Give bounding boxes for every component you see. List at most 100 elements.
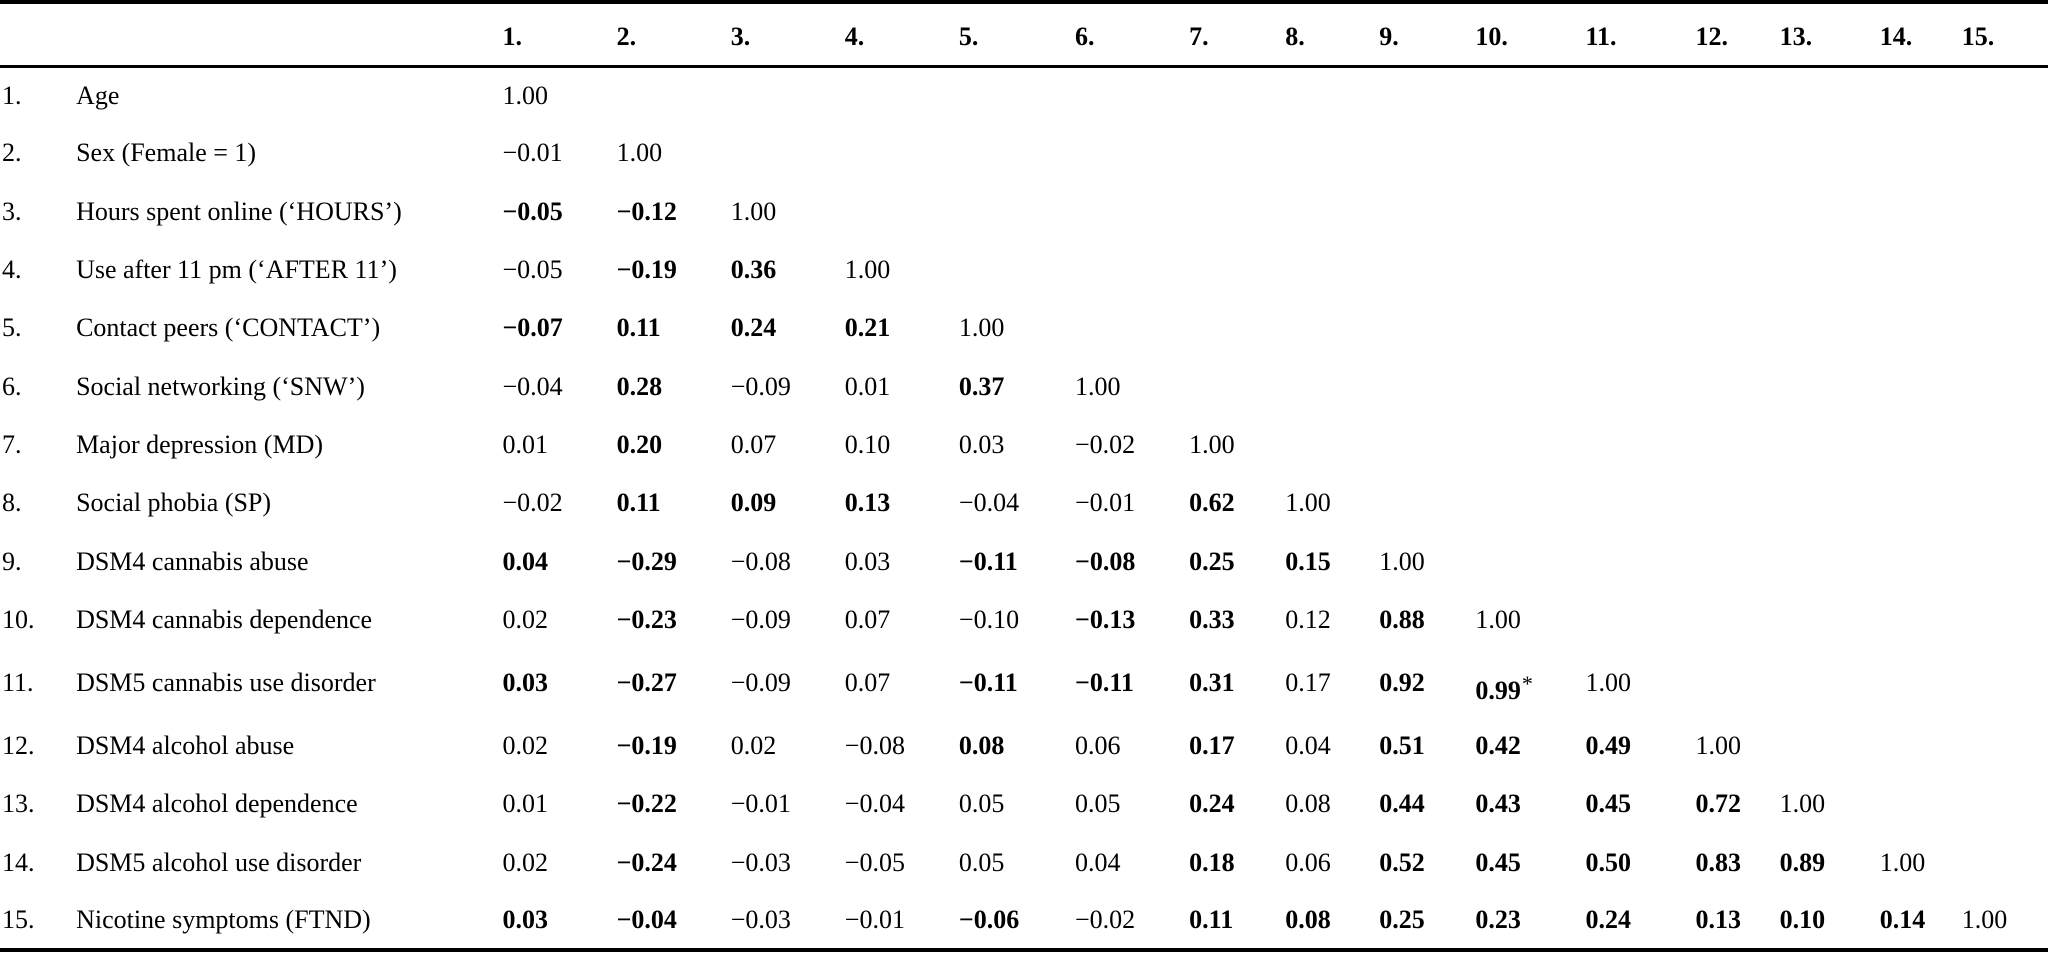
empty-cell <box>1696 416 1780 474</box>
correlation-value: −0.08 <box>730 546 791 576</box>
empty-cell <box>1780 299 1880 357</box>
correlation-cell: 0.25 <box>1189 532 1285 590</box>
correlation-cell: 1.00 <box>617 124 731 182</box>
empty-cell <box>1475 416 1585 474</box>
empty-cell <box>1585 357 1695 415</box>
correlation-cell: 0.08 <box>1285 775 1379 833</box>
row-number: 7. <box>2 429 22 459</box>
empty-cell <box>1880 299 1962 357</box>
table-row: 4. Use after 11 pm (‘AFTER 11’) −0.05 −0.19… <box>0 241 2048 299</box>
correlation-value: −0.03 <box>730 905 791 934</box>
correlation-value: 0.89 <box>1779 847 1826 877</box>
correlation-value: 0.92 <box>1379 667 1425 697</box>
correlation-cell: −0.09 <box>731 649 845 717</box>
correlation-cell: −0.04 <box>845 775 959 833</box>
empty-cell <box>959 66 1075 124</box>
empty-cell <box>1075 241 1189 299</box>
empty-cell <box>1285 416 1379 474</box>
correlation-value: 0.88 <box>1379 604 1425 634</box>
empty-cell <box>1696 357 1780 415</box>
correlation-cell: −0.07 <box>502 299 616 357</box>
row-label: Major depression (MD) <box>76 429 324 459</box>
correlation-value: −0.19 <box>616 731 677 761</box>
table-row: 1. Age 1.00 <box>0 66 2048 124</box>
correlation-cell: 1.00 <box>1962 892 2048 950</box>
column-header: 4. <box>844 22 865 52</box>
correlation-value: 0.11 <box>616 313 661 343</box>
correlation-value: 0.07 <box>730 429 777 459</box>
row-label: DSM5 cannabis use disorder <box>76 667 376 697</box>
table-row: 8. Social phobia (SP) −0.02 0.11 0.09 0.13 −0.… <box>0 474 2048 532</box>
correlation-value: 0.43 <box>1475 789 1521 819</box>
correlation-value: 0.07 <box>844 604 891 634</box>
empty-cell <box>1880 591 1962 649</box>
correlation-value: 0.02 <box>502 604 548 634</box>
empty-cell <box>1962 416 2048 474</box>
correlation-cell: 0.50 <box>1585 834 1695 892</box>
correlation-value: −0.07 <box>502 313 563 343</box>
table-row: 13. DSM4 alcohol dependence 0.01 −0.22 −0.01… <box>0 775 2048 833</box>
correlation-value: 0.10 <box>1779 905 1826 934</box>
empty-cell <box>1585 66 1695 124</box>
correlation-cell: −0.08 <box>845 717 959 775</box>
empty-cell <box>1585 532 1695 590</box>
column-header: 14. <box>1879 22 1913 52</box>
correlation-cell: −0.02 <box>1075 416 1189 474</box>
correlation-value: 0.25 <box>1189 546 1235 576</box>
correlation-value: 0.06 <box>1285 847 1331 877</box>
correlation-value: 1.00 <box>730 196 777 226</box>
correlation-cell: 0.49 <box>1585 717 1695 775</box>
correlation-cell: 0.07 <box>731 416 845 474</box>
correlation-cell: 1.00 <box>1285 474 1379 532</box>
empty-cell <box>1962 834 2048 892</box>
row-label: DSM4 cannabis abuse <box>76 546 309 576</box>
empty-cell <box>845 183 959 241</box>
column-header: 3. <box>730 22 751 52</box>
correlation-value: 0.49 <box>1585 731 1631 761</box>
correlation-table-container: 1. 2. 3. 4. 5. 6. 7. 8. 9. 10. 11. 12. 13. 14. 15. 1. A… <box>0 2 2048 951</box>
correlation-cell: 0.04 <box>1075 834 1189 892</box>
correlation-value: 0.01 <box>502 429 548 459</box>
correlation-cell: 1.00 <box>1475 591 1585 649</box>
correlation-value: −0.29 <box>616 546 677 576</box>
empty-cell <box>1475 241 1585 299</box>
correlation-cell: −0.03 <box>731 892 845 950</box>
correlation-cell: 0.06 <box>1075 717 1189 775</box>
correlation-cell: 0.92 <box>1379 649 1475 717</box>
empty-cell <box>959 124 1075 182</box>
empty-cell <box>1285 66 1379 124</box>
row-label: Sex (Female = 1) <box>76 138 257 168</box>
empty-cell <box>731 66 845 124</box>
correlation-cell: 0.89 <box>1780 834 1880 892</box>
correlation-cell: −0.06 <box>959 892 1075 950</box>
empty-cell <box>1880 124 1962 182</box>
footnote-marker: * <box>1521 671 1533 697</box>
row-number: 8. <box>2 488 22 518</box>
table-row: 10. DSM4 cannabis dependence 0.02 −0.23 −0.0… <box>0 591 2048 649</box>
correlation-cell: 0.02 <box>502 717 616 775</box>
correlation-value: −0.04 <box>616 905 677 934</box>
correlation-value: −0.10 <box>958 604 1020 634</box>
empty-cell <box>1075 299 1189 357</box>
empty-cell <box>1780 591 1880 649</box>
table-row: 12. DSM4 alcohol abuse 0.02 −0.19 0.02 −0.08 0… <box>0 717 2048 775</box>
correlation-value: 0.04 <box>1075 847 1121 877</box>
correlation-cell: 0.15 <box>1285 532 1379 590</box>
correlation-cell: −0.01 <box>845 892 959 950</box>
empty-cell <box>1285 124 1379 182</box>
correlation-table: 1. 2. 3. 4. 5. 6. 7. 8. 9. 10. 11. 12. 13. 14. 15. 1. A… <box>0 2 2048 951</box>
empty-cell <box>1962 775 2048 833</box>
empty-cell <box>1475 532 1585 590</box>
correlation-value: 0.51 <box>1379 731 1425 761</box>
correlation-value: 1.00 <box>616 138 663 168</box>
correlation-cell: 0.10 <box>845 416 959 474</box>
correlation-cell: 0.45 <box>1585 775 1695 833</box>
row-number: 5. <box>2 313 22 343</box>
correlation-value: 1.00 <box>1285 488 1331 518</box>
correlation-cell: 0.33 <box>1189 591 1285 649</box>
correlation-value: 0.62 <box>1189 488 1235 518</box>
correlation-value: 0.45 <box>1475 847 1521 877</box>
correlation-cell: 0.11 <box>617 474 731 532</box>
empty-cell <box>959 183 1075 241</box>
correlation-value: −0.05 <box>502 255 563 285</box>
